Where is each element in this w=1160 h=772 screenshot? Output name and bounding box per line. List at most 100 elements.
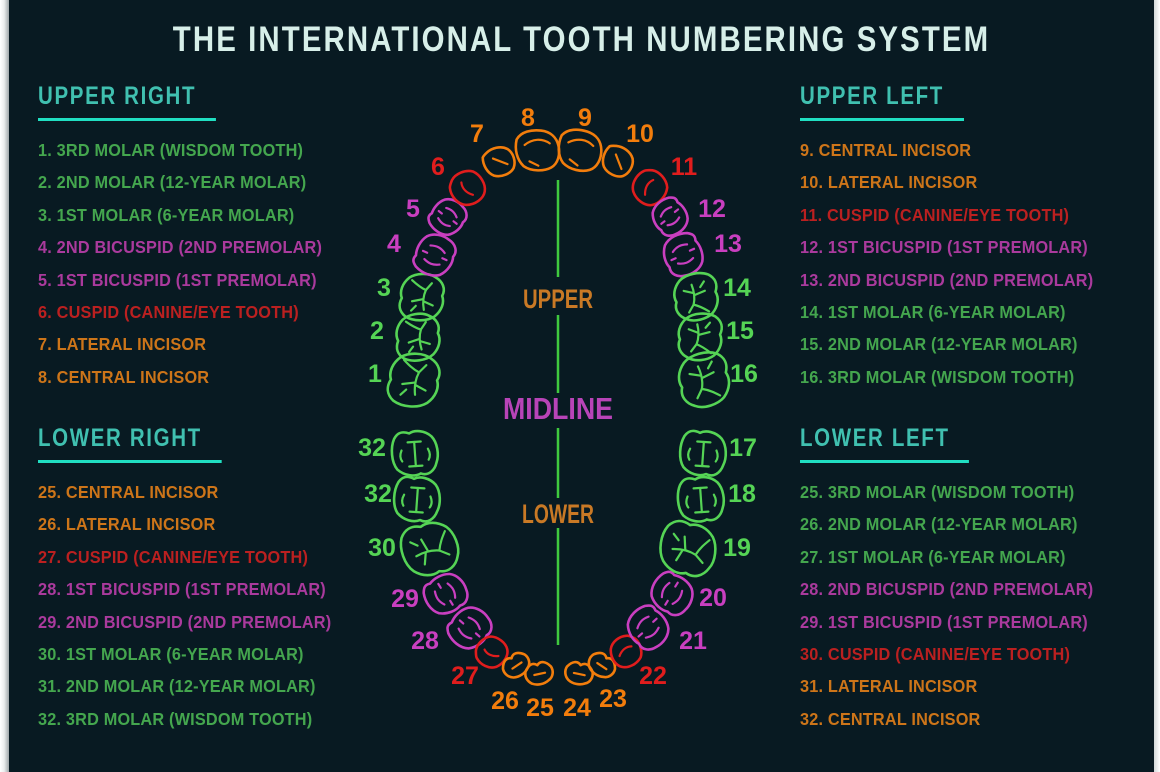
section-lower-right: LOWER RIGHT 25. CENTRAL INCISOR 26. LATER… <box>38 424 378 735</box>
lower-arch-label: LOWER <box>522 499 594 529</box>
lower-left-heading: LOWER LEFT <box>800 424 970 463</box>
tooth-number: 3 <box>377 274 391 302</box>
tooth-number: 10 <box>626 120 654 148</box>
tooth-number: 19 <box>723 534 751 562</box>
tooth-list-item: 16. 3RD MOLAR (WISDOM TOOTH) <box>800 366 1075 387</box>
upper-left-heading: UPPER LEFT <box>800 82 964 121</box>
tooth-list-item: 30. CUSPID (CANINE/EYE TOOTH) <box>800 644 1071 665</box>
tooth-number: 5 <box>406 195 420 223</box>
tooth-shape <box>678 429 728 477</box>
midline-label: MIDLINE <box>503 391 613 426</box>
tooth-number: 15 <box>726 317 754 345</box>
tooth-shape <box>390 429 440 477</box>
tooth-list-item: 32. 3RD MOLAR (WISDOM TOOTH) <box>38 708 313 729</box>
lower-right-heading: LOWER RIGHT <box>38 424 222 463</box>
tooth-number: 16 <box>730 360 758 388</box>
tooth-list-item: 14. 1ST MOLAR (6-YEAR MOLAR) <box>800 302 1066 323</box>
tooth-shape <box>501 651 531 679</box>
section-upper-left: UPPER LEFT 9. CENTRAL INCISOR 10. LATERAL… <box>800 82 1140 393</box>
tooth-list-item: 29. 2ND BICUSPID (2ND PREMOLAR) <box>38 611 332 632</box>
tooth-list-item: 6. CUSPID (CANINE/EYE TOOTH) <box>38 302 299 323</box>
tooth-number: 20 <box>699 584 727 612</box>
tooth-shape <box>395 312 441 362</box>
tooth-list-item: 3. 1ST MOLAR (6-YEAR MOLAR) <box>38 204 295 225</box>
tooth-list-item: 27. CUSPID (CANINE/EYE TOOTH) <box>38 546 309 567</box>
tooth-list-item: 2. 2ND MOLAR (12-YEAR MOLAR) <box>38 172 307 193</box>
tooth-number: 25 <box>526 694 554 722</box>
tooth-shape <box>412 233 457 277</box>
tooth-shape <box>514 129 561 172</box>
tooth-list-item: 12. 1ST BICUSPID (1ST PREMOLAR) <box>800 237 1088 258</box>
section-upper-right: UPPER RIGHT 1. 3RD MOLAR (WISDOM TOOTH) 2… <box>38 82 378 393</box>
tooth-list-item: 5. 1ST BICUSPID (1ST PREMOLAR) <box>38 269 317 290</box>
tooth-list-item: 26. 2ND MOLAR (12-YEAR MOLAR) <box>800 514 1078 535</box>
tooth-shape <box>392 475 442 523</box>
tooth-shape <box>399 521 460 577</box>
tooth-shape <box>564 660 594 686</box>
tooth-number: 23 <box>599 685 627 713</box>
tooth-list-item: 29. 1ST BICUSPID (1ST PREMOLAR) <box>800 611 1088 632</box>
tooth-list-item: 10. LATERAL INCISOR <box>800 172 978 193</box>
tooth-list-item: 1. 3RD MOLAR (WISDOM TOOTH) <box>38 140 304 160</box>
tooth-list-item: 25. 3RD MOLAR (WISDOM TOOTH) <box>800 482 1075 502</box>
tooth-number: 32 <box>364 480 392 508</box>
tooth-list-item: 11. CUSPID (CANINE/EYE TOOTH) <box>800 204 1070 225</box>
tooth-number: 8 <box>521 104 535 132</box>
tooth-number: 26 <box>491 687 519 715</box>
tooth-list-item: 30. 1ST MOLAR (6-YEAR MOLAR) <box>38 644 304 665</box>
tooth-number: 29 <box>391 585 419 613</box>
tooth-number: 6 <box>431 153 445 181</box>
tooth-shape <box>601 144 635 178</box>
tooth-number: 1 <box>368 360 382 388</box>
tooth-shape <box>587 651 617 679</box>
tooth-number: 30 <box>368 534 396 562</box>
tooth-number: 32 <box>358 434 386 462</box>
tooth-number: 18 <box>728 480 756 508</box>
tooth-list-item: 7. LATERAL INCISOR <box>38 334 207 355</box>
tooth-number: 21 <box>679 627 707 655</box>
tooth-shape <box>398 272 446 322</box>
tooth-number: 2 <box>370 317 384 345</box>
tooth-shape <box>659 519 717 578</box>
tooth-shape <box>650 570 694 617</box>
tooth-shape <box>523 660 554 686</box>
upper-right-heading: UPPER RIGHT <box>38 82 216 121</box>
tooth-shape <box>448 169 487 207</box>
tooth-list-item: 31. 2ND MOLAR (12-YEAR MOLAR) <box>38 676 316 697</box>
tooth-list-item: 13. 2ND BICUSPID (2ND PREMOLAR) <box>800 269 1094 290</box>
tooth-list-item: 25. CENTRAL INCISOR <box>38 482 219 502</box>
section-lower-left: LOWER LEFT 25. 3RD MOLAR (WISDOM TOOTH) 2… <box>800 424 1140 735</box>
upper-right-tooth-list: 1. 3RD MOLAR (WISDOM TOOTH) 2. 2ND MOLAR … <box>38 134 354 393</box>
tooth-shape <box>481 146 516 178</box>
upper-left-tooth-list: 9. CENTRAL INCISOR 10. LATERAL INCISOR 11.… <box>800 134 1116 393</box>
tooth-number: 4 <box>387 230 401 258</box>
tooth-number: 7 <box>470 120 484 148</box>
poster: THE INTERNATIONAL TOOTH NUMBERING SYSTEM… <box>9 0 1154 772</box>
lower-right-tooth-list: 25. CENTRAL INCISOR 26. LATERAL INCISOR 27… <box>38 476 354 735</box>
tooth-shape <box>427 197 468 237</box>
tooth-number: 9 <box>578 104 592 132</box>
tooth-shape <box>386 352 441 408</box>
tooth-shape <box>677 351 731 409</box>
tooth-shape <box>631 168 669 207</box>
tooth-number: 12 <box>698 195 726 223</box>
tooth-number: 17 <box>729 434 757 462</box>
tooth-shape <box>557 128 603 173</box>
tooth-shape <box>626 604 670 651</box>
tooth-number: 13 <box>714 230 742 258</box>
tooth-number: 28 <box>411 627 439 655</box>
lower-left-tooth-list: 25. 3RD MOLAR (WISDOM TOOTH) 26. 2ND MOLA… <box>800 476 1116 735</box>
tooth-shape <box>676 475 726 523</box>
tooth-shape <box>446 606 493 650</box>
tooth-list-item: 26. LATERAL INCISOR <box>38 514 216 535</box>
tooth-number: 11 <box>671 153 698 181</box>
tooth-list-item: 9. CENTRAL INCISOR <box>800 140 972 160</box>
tooth-list-item: 32. CENTRAL INCISOR <box>800 708 981 729</box>
left-page-edge <box>0 0 9 772</box>
tooth-number: 24 <box>563 694 591 722</box>
tooth-shape <box>422 572 469 615</box>
tooth-list-item: 28. 1ST BICUSPID (1ST PREMOLAR) <box>38 579 326 600</box>
upper-arch-label: UPPER <box>523 284 593 314</box>
